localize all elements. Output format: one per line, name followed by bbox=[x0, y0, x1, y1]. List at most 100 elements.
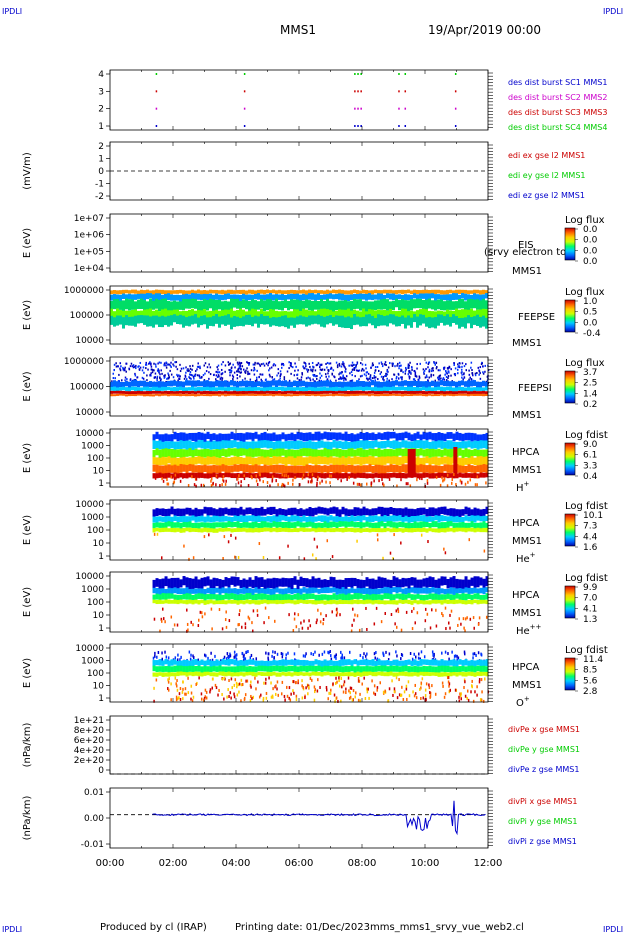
spectrogram-speck bbox=[125, 362, 127, 365]
legend-entry: des dist burst SC3 MMS3 bbox=[508, 108, 607, 117]
spectrogram-cell bbox=[476, 393, 479, 396]
spectrogram-cell bbox=[167, 448, 171, 458]
spectrogram-speck bbox=[457, 656, 460, 660]
spectrogram-cell bbox=[446, 393, 449, 396]
spectrogram-cell bbox=[359, 290, 362, 295]
spectrogram-cell bbox=[233, 464, 237, 472]
spectrogram-cell bbox=[140, 387, 143, 392]
spectrogram-cell bbox=[278, 456, 282, 464]
burst-mark bbox=[404, 125, 407, 127]
spectrogram-speck bbox=[381, 478, 383, 482]
spectrogram-speck bbox=[375, 606, 378, 610]
spectrogram-cell bbox=[302, 300, 305, 313]
spectrogram-cell bbox=[299, 671, 303, 676]
spectrogram-speck bbox=[184, 374, 187, 377]
spectrogram-speck bbox=[302, 654, 305, 658]
spectrogram-cell bbox=[203, 660, 207, 667]
spectrogram-speck bbox=[115, 362, 117, 365]
spectrogram-cell bbox=[482, 298, 485, 310]
spectrogram-cell bbox=[227, 387, 230, 392]
spectrogram-speck bbox=[219, 377, 222, 380]
spectrogram-cell bbox=[233, 433, 237, 442]
spectrogram-cell bbox=[380, 391, 383, 395]
spectrogram-cell bbox=[281, 509, 285, 517]
spectrogram-cell bbox=[317, 465, 321, 473]
spectrogram-cell bbox=[176, 290, 179, 294]
spectrogram-cell bbox=[251, 393, 254, 396]
spectrogram-speck bbox=[324, 373, 327, 376]
spectrogram-speck bbox=[427, 379, 429, 382]
spectrogram-speck bbox=[220, 363, 223, 366]
spectrogram-cell bbox=[359, 431, 363, 440]
spectrogram-speck bbox=[279, 373, 282, 376]
spectrogram-cell bbox=[350, 290, 353, 295]
spectrogram-cell bbox=[164, 457, 168, 467]
spectrogram-cell bbox=[164, 298, 167, 310]
spectrogram-cell bbox=[353, 449, 357, 458]
spectrogram-cell bbox=[188, 588, 192, 596]
spectrogram-cell bbox=[356, 465, 360, 473]
spectrogram-cell bbox=[197, 472, 201, 478]
spectrogram-cell bbox=[368, 464, 372, 472]
spectrogram-cell bbox=[350, 594, 354, 600]
spectrogram-cell bbox=[377, 576, 381, 589]
spectrogram-cell bbox=[185, 659, 189, 667]
spectrogram-cell bbox=[137, 380, 140, 388]
spectrogram-speck bbox=[309, 377, 311, 380]
spectrogram-cell bbox=[221, 294, 224, 301]
spectrogram-speck bbox=[249, 656, 252, 660]
spectrogram-speck bbox=[307, 368, 310, 371]
spectrogram-speck bbox=[266, 481, 269, 485]
spectrogram-speck bbox=[188, 376, 190, 379]
spectrogram-speck bbox=[292, 628, 295, 632]
spectrogram-speck bbox=[175, 361, 178, 364]
spectrogram-speck bbox=[263, 364, 266, 367]
spectrogram-cell bbox=[320, 290, 323, 294]
spectrogram-speck bbox=[124, 366, 126, 369]
spectrogram-speck bbox=[252, 363, 255, 366]
spectrogram-cell bbox=[452, 527, 456, 533]
spectrogram-cell bbox=[215, 299, 218, 312]
spectrogram-cell bbox=[176, 309, 179, 319]
spectrogram-cell bbox=[131, 394, 134, 397]
spectrogram-speck bbox=[142, 377, 145, 380]
spectrogram-cell bbox=[215, 587, 219, 593]
spectrogram-cell bbox=[155, 298, 158, 309]
spectrogram-cell bbox=[356, 521, 360, 528]
spectrogram-cell bbox=[263, 579, 267, 590]
spectrogram-cell bbox=[320, 394, 323, 397]
spectrogram-cell bbox=[374, 522, 378, 529]
spectrogram-cell bbox=[485, 300, 488, 310]
spectrogram-cell bbox=[383, 465, 387, 475]
spectrogram-cell bbox=[374, 457, 378, 466]
spectrogram-cell bbox=[221, 457, 225, 466]
spectrogram-cell bbox=[302, 308, 305, 320]
spectrogram-speck bbox=[428, 368, 431, 371]
spectrogram-cell bbox=[464, 381, 467, 387]
spectrogram-cell bbox=[308, 660, 312, 668]
spectrogram-speck bbox=[365, 377, 368, 380]
spectrogram-cell bbox=[479, 472, 483, 478]
spectrogram-cell bbox=[350, 448, 354, 457]
spectrogram-speck bbox=[239, 375, 241, 378]
instrument-label: HPCA bbox=[512, 518, 540, 529]
spectrogram-cell bbox=[308, 448, 312, 457]
spectrogram-speck bbox=[382, 653, 385, 657]
spectrogram-cell bbox=[191, 472, 195, 479]
spectrogram-cell bbox=[434, 317, 437, 329]
spectrogram-cell bbox=[467, 294, 470, 301]
spectrogram-cell bbox=[440, 290, 443, 295]
spectrogram-cell bbox=[467, 290, 470, 294]
spectrogram-cell bbox=[323, 386, 326, 391]
spectrogram-cell bbox=[194, 659, 198, 665]
spectrogram-cell bbox=[188, 507, 192, 516]
spectrogram-cell bbox=[305, 432, 309, 442]
spectrogram-cell bbox=[248, 522, 252, 530]
spectrogram-cell bbox=[173, 449, 177, 459]
spectrogram-speck bbox=[324, 473, 327, 477]
spectrogram-cell bbox=[416, 431, 420, 439]
spectrogram-cell bbox=[371, 301, 374, 313]
spectrogram-cell bbox=[158, 311, 161, 321]
spectrogram-cell bbox=[473, 310, 476, 320]
y-tick-label: 1e+05 bbox=[74, 247, 104, 257]
